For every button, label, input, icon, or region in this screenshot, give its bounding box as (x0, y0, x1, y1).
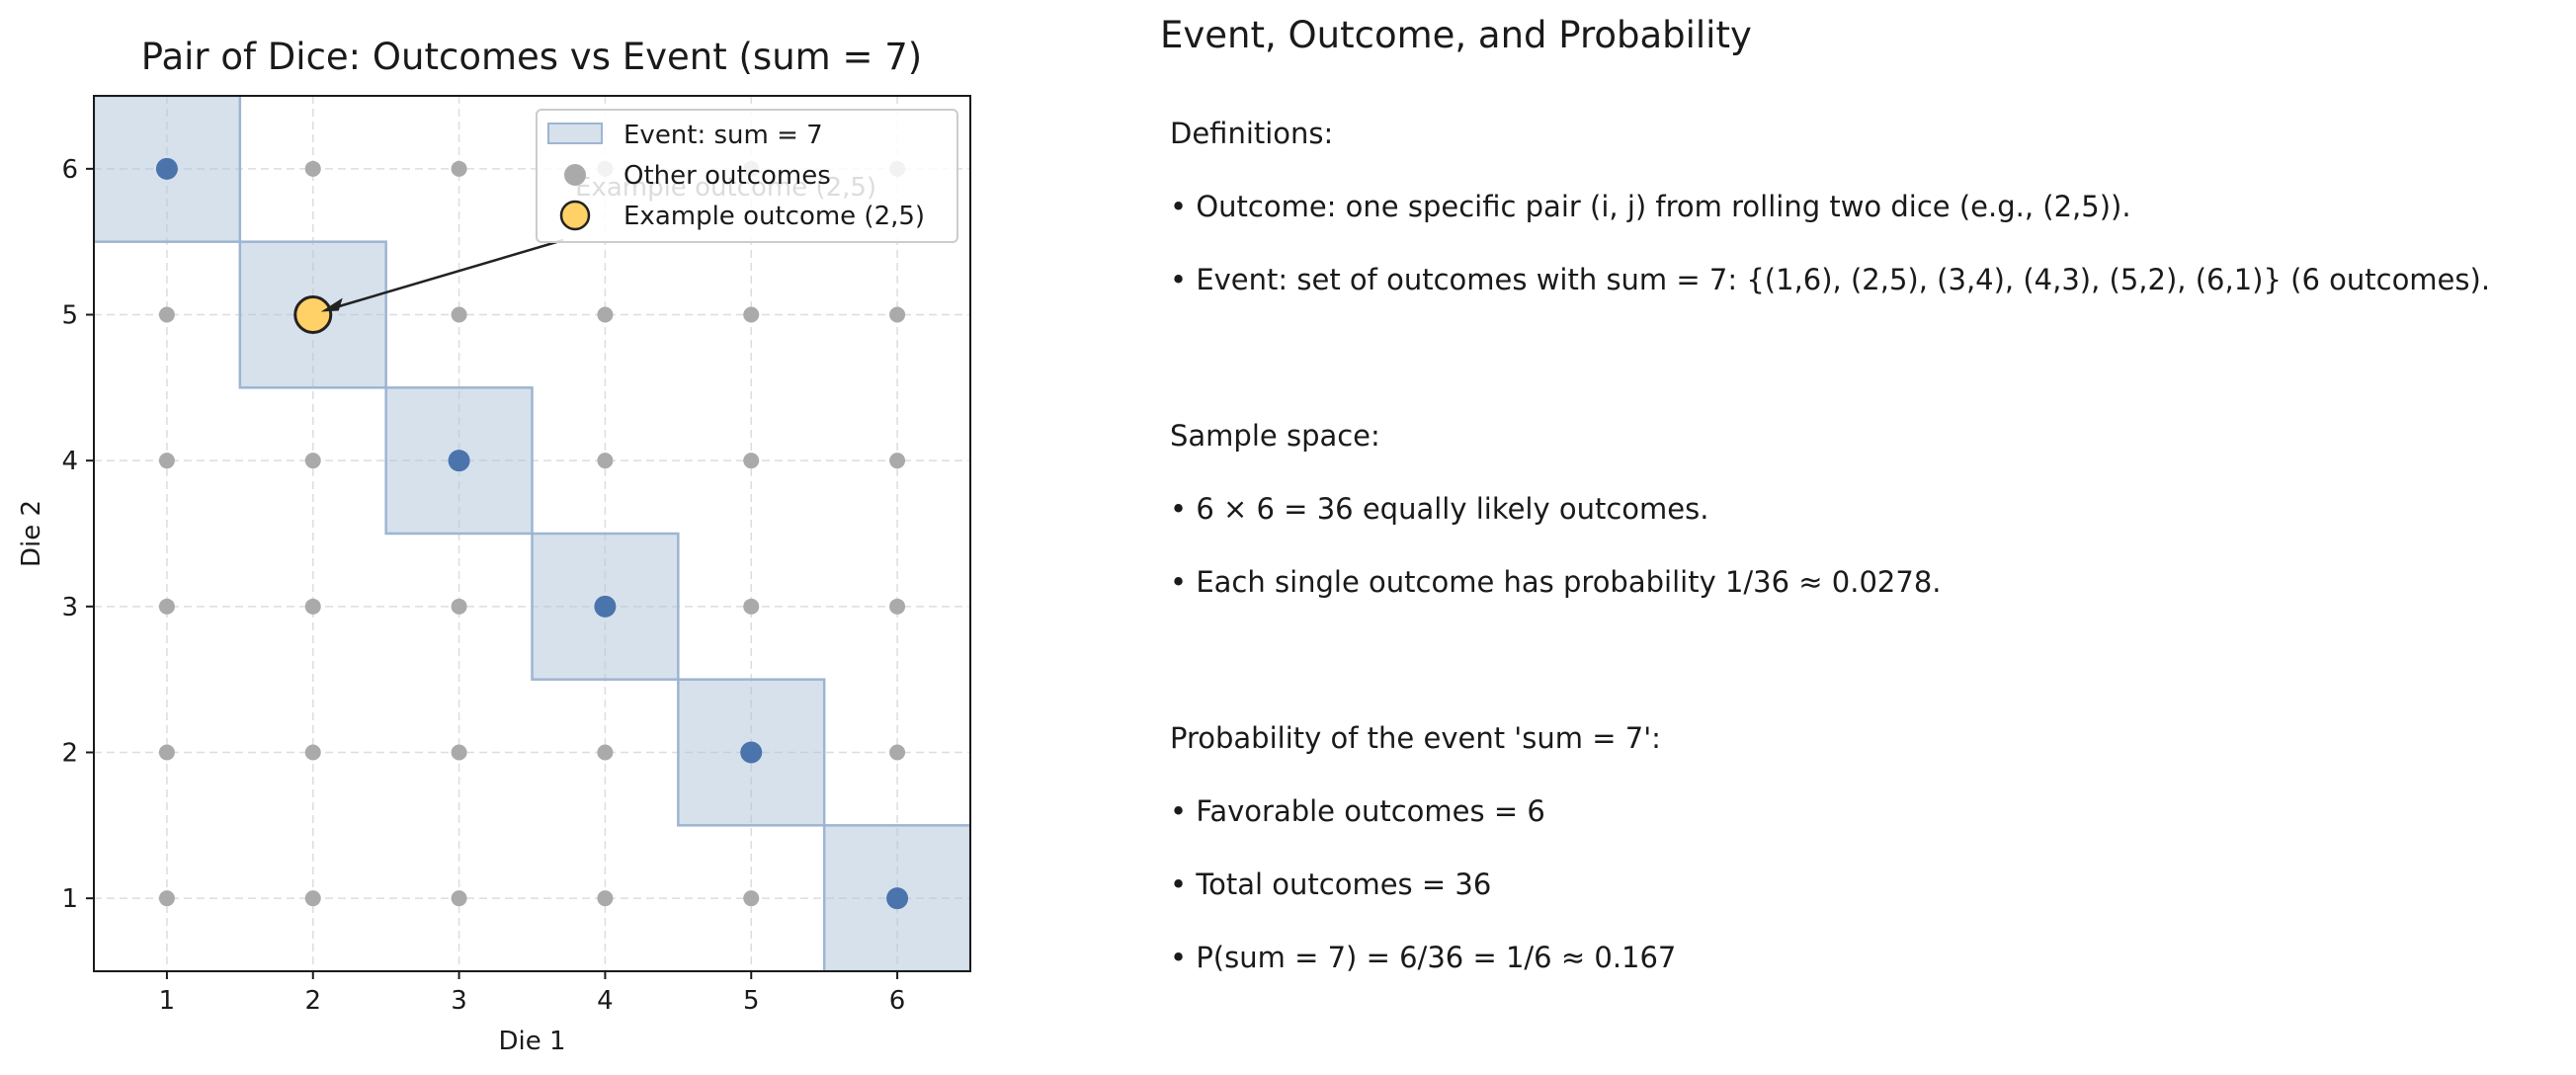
definition-event: • Event: set of outcomes with sum = 7: {… (1170, 263, 2491, 296)
total-outcomes: • Total outcomes = 36 (1170, 868, 1492, 901)
other-outcome-point (597, 306, 614, 323)
legend-swatch-other (564, 164, 586, 186)
y-tick-label: 1 (61, 884, 78, 914)
legend: Event: sum = 7 Other outcomes Example outc… (536, 109, 958, 243)
event-outcome-point (155, 157, 178, 180)
dice-outcome-chart: Pair of Dice: Outcomes vs Event (sum = 7… (17, 36, 971, 1056)
legend-label: Event: sum = 7 (623, 121, 823, 150)
other-outcome-point (597, 890, 614, 907)
favorable-outcomes: • Favorable outcomes = 6 (1170, 794, 1545, 828)
legend-label: Other outcomes (623, 161, 831, 191)
definition-outcome: • Outcome: one specific pair (i, j) from… (1170, 190, 2131, 223)
x-tick-label: 6 (889, 986, 906, 1016)
other-outcome-point (304, 890, 321, 907)
other-outcome-point (451, 744, 467, 761)
other-outcome-point (743, 890, 760, 907)
other-outcome-point (158, 890, 175, 907)
other-outcome-point (889, 306, 906, 323)
other-outcome-point (451, 890, 467, 907)
other-outcome-point (304, 598, 321, 615)
event-outcome-point (448, 450, 470, 472)
other-outcome-point (304, 744, 321, 761)
sample-space-heading: Sample space: (1170, 419, 1380, 453)
y-axis-label: Die 2 (17, 500, 46, 567)
other-outcome-point (743, 598, 760, 615)
other-outcome-point (597, 744, 614, 761)
other-outcome-point (158, 598, 175, 615)
y-tick-label: 4 (61, 447, 78, 476)
legend-label: Example outcome (2,5) (623, 202, 925, 231)
other-outcome-point (889, 453, 906, 469)
other-outcome-point (889, 598, 906, 615)
other-outcome-point (451, 160, 467, 177)
annotation-arrow-line (330, 238, 564, 310)
other-outcome-point (743, 306, 760, 323)
other-outcome-point (158, 744, 175, 761)
event-outcome-point (740, 741, 763, 764)
sample-space-count: • 6 × 6 = 36 equally likely outcomes. (1170, 492, 1709, 526)
axis-ticks: 1 2 3 4 5 6 1 2 3 4 5 6 (61, 155, 905, 1016)
event-outcome-point (886, 887, 909, 910)
x-tick-label: 3 (451, 986, 467, 1016)
probability-heading: Probability of the event 'sum = 7': (1170, 721, 1661, 755)
x-tick-label: 4 (597, 986, 614, 1016)
legend-box (536, 109, 958, 243)
other-outcome-point (889, 744, 906, 761)
y-tick-label: 5 (61, 301, 78, 331)
annotation-arrow-head (320, 297, 343, 312)
x-tick-label: 1 (159, 986, 176, 1016)
x-tick-label: 2 (304, 986, 321, 1016)
event-probability: • P(sum = 7) = 6/36 = 1/6 ≈ 0.167 (1170, 941, 1677, 974)
y-tick-label: 2 (61, 739, 78, 769)
other-outcome-point (451, 306, 467, 323)
other-outcome-point (597, 453, 614, 469)
other-outcome-point (304, 453, 321, 469)
y-tick-label: 6 (61, 155, 78, 185)
x-tick-label: 5 (743, 986, 760, 1016)
definitions-heading: Definitions: (1170, 117, 1334, 150)
x-axis-label: Die 1 (498, 1027, 565, 1056)
explanation-panel: Event, Outcome, and Probability Definiti… (1158, 0, 2561, 1075)
other-outcome-point (743, 453, 760, 469)
sample-space-single-probability: • Each single outcome has probability 1/… (1170, 565, 1942, 599)
other-outcome-point (304, 160, 321, 177)
legend-swatch-event (547, 123, 603, 144)
panel-title: Event, Outcome, and Probability (1160, 14, 1752, 56)
y-tick-label: 3 (61, 593, 78, 622)
chart-title: Pair of Dice: Outcomes vs Event (sum = 7… (141, 36, 922, 78)
event-outcome-point (594, 595, 617, 618)
other-outcome-point (451, 598, 467, 615)
legend-swatch-example (559, 200, 591, 231)
example-outcome-point (293, 295, 333, 334)
other-outcome-point (158, 306, 175, 323)
other-outcome-point (158, 453, 175, 469)
plot-frame (93, 95, 971, 972)
